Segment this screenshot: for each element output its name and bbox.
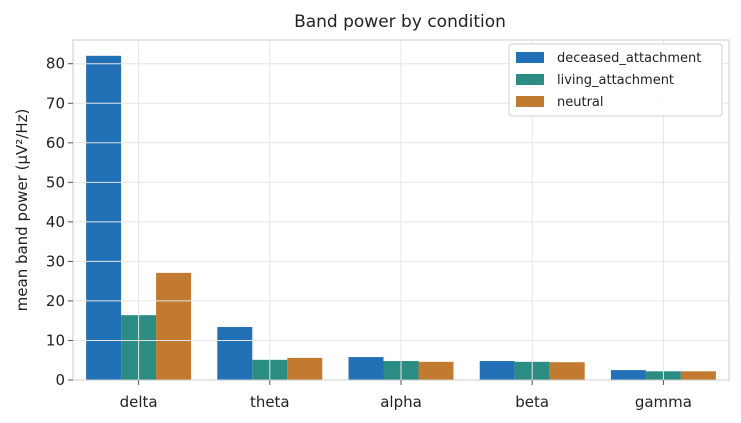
x-tick-label-gamma: gamma: [635, 393, 692, 411]
bar-neutral-delta: [156, 272, 192, 380]
legend-swatch-living_attachment: [516, 74, 544, 85]
y-tick-label: 30: [46, 252, 65, 270]
bar-deceased_attachment-delta: [86, 55, 122, 380]
chart-title: Band power by condition: [294, 12, 506, 32]
y-tick-label: 20: [46, 292, 65, 310]
bar-neutral-theta: [287, 357, 323, 380]
y-tick-label: 70: [46, 94, 65, 112]
legend-label-deceased_attachment: deceased_attachment: [557, 51, 701, 66]
x-tick-label-theta: theta: [250, 393, 290, 411]
bar-deceased_attachment-beta: [479, 361, 515, 380]
x-tick-label-beta: beta: [515, 393, 549, 411]
bar-deceased_attachment-theta: [217, 327, 253, 380]
legend-label-living_attachment: living_attachment: [557, 73, 674, 88]
legend-swatch-deceased_attachment: [516, 52, 544, 63]
legend: deceased_attachment living_attachmentneut…: [508, 43, 723, 117]
x-axis-ticks: delta theta alpha beta gamma: [120, 380, 692, 411]
bar-deceased_attachment-gamma: [610, 370, 646, 380]
y-tick-label: 80: [46, 55, 65, 73]
y-tick-label: 10: [46, 331, 65, 349]
bar-deceased_attachment-alpha: [348, 357, 384, 380]
y-tick-label: 0: [55, 371, 65, 389]
y-axis-label: mean band power (µV²/Hz): [13, 109, 31, 312]
legend-frame: [508, 43, 723, 117]
bar-neutral-alpha: [418, 361, 454, 380]
y-tick-label: 50: [46, 173, 65, 191]
y-tick-label: 60: [46, 134, 65, 152]
x-tick-label-alpha: alpha: [380, 393, 422, 411]
bar-neutral-beta: [549, 362, 585, 380]
legend-label-neutral: neutral: [557, 95, 604, 110]
x-tick-label-delta: delta: [120, 393, 158, 411]
y-tick-label: 40: [46, 213, 65, 231]
bar-neutral-gamma: [680, 371, 716, 380]
y-axis-ticks: 0 10 20 30 40 50 60 70 80: [46, 55, 73, 389]
legend-swatch-neutral: [516, 96, 544, 107]
